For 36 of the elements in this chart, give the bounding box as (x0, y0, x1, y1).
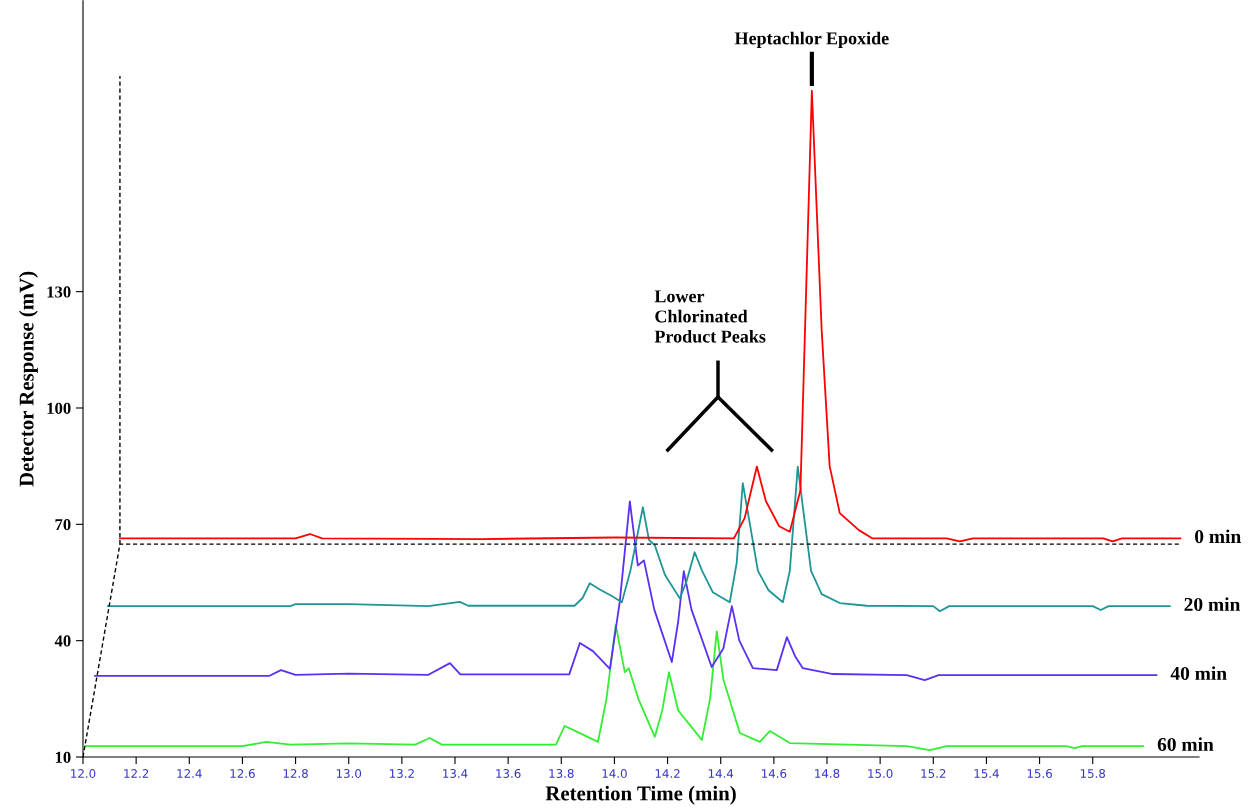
x-tick-label: 15.2 (921, 769, 946, 778)
series-label: 20 min (1184, 597, 1241, 612)
line-series (94, 500, 1158, 682)
x-tick-label: 14.2 (655, 769, 680, 778)
annotation: Heptachlor Epoxide (734, 31, 889, 49)
x-tick-label: 13.4 (443, 769, 468, 778)
x-tick-label: 13.0 (336, 769, 362, 778)
x-tick-label: 14.0 (602, 769, 627, 778)
series-label: 60 min (1157, 737, 1214, 752)
x-tick-label: 15.8 (1080, 769, 1106, 778)
y-tick-label: 70 (55, 519, 71, 531)
x-tick-label: 13.6 (496, 769, 521, 778)
x-tick-label: 12.2 (124, 769, 149, 778)
x-tick-label: 14.8 (815, 769, 840, 778)
x-tick-label: 15.4 (974, 769, 999, 778)
series-label: 0 min (1195, 529, 1241, 544)
x-tick-label: 13.2 (390, 769, 414, 778)
annotation: Lower Chlorinated Product Peaks (654, 290, 766, 343)
x-tick-label: 12.6 (230, 769, 255, 778)
x-tick-label: 15.6 (1027, 769, 1052, 778)
x-tick-label: 12.0 (71, 769, 96, 778)
x-tick-label: 14.4 (708, 769, 734, 778)
x-tick-label: 13.8 (549, 769, 574, 778)
x-tick-label: 12.4 (177, 769, 202, 778)
x-tick-label: 15.0 (868, 769, 893, 778)
line-series (119, 89, 1182, 543)
y-tick-label: 40 (54, 635, 71, 647)
x-axis-title: Retention Time (min) (545, 785, 736, 805)
x-tick-label: 14.6 (762, 769, 787, 778)
x-tick-label: 12.8 (283, 769, 308, 778)
y-axis-title: Detector Response (mV) (18, 271, 38, 487)
y-tick-label: 10 (55, 751, 71, 763)
y-tick-label: 130 (47, 286, 71, 298)
y-tick-label: 100 (47, 402, 71, 414)
line-series (107, 465, 1171, 613)
series-label: 40 min (1170, 666, 1227, 681)
